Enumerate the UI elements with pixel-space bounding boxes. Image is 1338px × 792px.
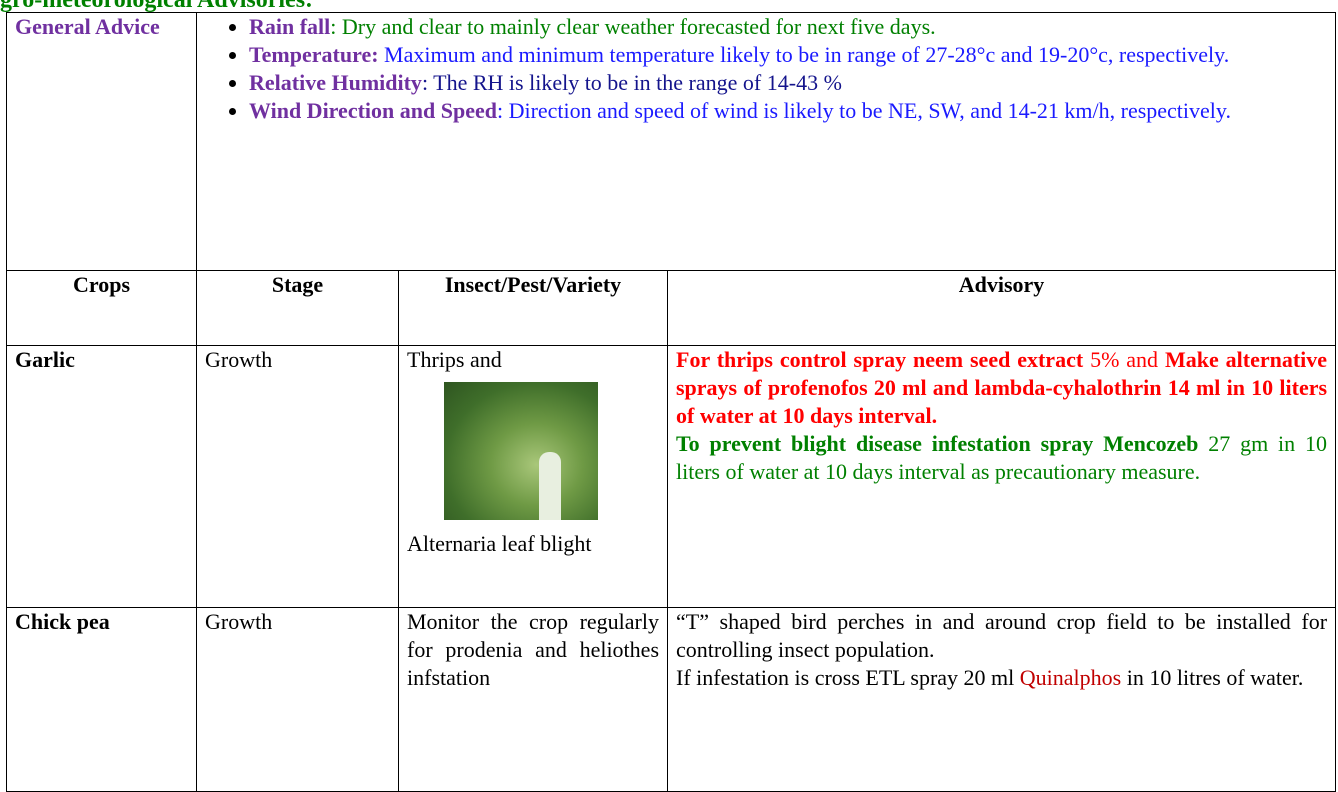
pest-text: Monitor the crop regularly for prodenia …: [407, 608, 659, 692]
advice-list: Rain fall: Dry and clear to mainly clear…: [205, 13, 1329, 125]
column-header: Crops: [7, 271, 197, 346]
advice-text: : The RH is likely to be in the range of…: [422, 70, 842, 95]
advisory-text: “T” shaped bird perches in and around cr…: [676, 609, 1327, 662]
crop-pest: Monitor the crop regularly for prodenia …: [399, 608, 668, 792]
advisory-text: 5% and: [1083, 347, 1165, 372]
general-advice-label: General Advice: [7, 13, 197, 271]
column-header: Advisory: [668, 271, 1336, 346]
crop-name: Chick pea: [7, 608, 197, 792]
crop-name: Garlic: [7, 346, 197, 608]
pest-photo: [444, 382, 598, 520]
advisory-text: To prevent blight disease infestation sp…: [676, 431, 1198, 456]
advisory-text: Quinalphos: [1020, 665, 1121, 690]
advice-label: Rain fall: [249, 14, 330, 39]
advice-item: Wind Direction and Speed: Direction and …: [249, 97, 1329, 125]
advice-item: Relative Humidity: The RH is likely to b…: [249, 69, 1329, 97]
advice-label: Wind Direction and Speed: [249, 98, 497, 123]
page: gro-meteorological Advisories: General A…: [0, 0, 1338, 791]
crop-advisory: For thrips control spray neem seed extra…: [668, 346, 1336, 608]
crop-stage: Growth: [197, 608, 399, 792]
advisory-text: For thrips control spray neem seed extra…: [676, 347, 1083, 372]
crop-row: Garlic Growth Thrips and Alternaria leaf…: [7, 346, 1336, 608]
crop-row: Chick pea Growth Monitor the crop regula…: [7, 608, 1336, 792]
advice-item: Temperature: Maximum and minimum tempera…: [249, 41, 1329, 69]
advisory-text: If infestation is cross ETL spray 20 ml: [676, 665, 1020, 690]
advice-label: Relative Humidity: [249, 70, 422, 95]
advice-text: Maximum and minimum temperature likely t…: [379, 42, 1230, 67]
advice-item: Rain fall: Dry and clear to mainly clear…: [249, 13, 1329, 41]
crop-stage: Growth: [197, 346, 399, 608]
header-row: Crops Stage Insect/Pest/Variety Advisory: [7, 271, 1336, 346]
crop-pest: Thrips and Alternaria leaf blight: [399, 346, 668, 608]
advisory-text: in 10 litres of water.: [1121, 665, 1303, 690]
advice-text: : Dry and clear to mainly clear weather …: [330, 14, 935, 39]
general-advice-row: General Advice Rain fall: Dry and clear …: [7, 13, 1336, 271]
pest-text: Thrips and: [407, 346, 659, 374]
advice-text: : Direction and speed of wind is likely …: [497, 98, 1231, 123]
column-header: Stage: [197, 271, 399, 346]
crop-advisory: “T” shaped bird perches in and around cr…: [668, 608, 1336, 792]
advice-label: Temperature:: [249, 42, 379, 67]
pest-text: Alternaria leaf blight: [407, 530, 659, 558]
advisory-table: General Advice Rain fall: Dry and clear …: [6, 12, 1336, 792]
column-header: Insect/Pest/Variety: [399, 271, 668, 346]
